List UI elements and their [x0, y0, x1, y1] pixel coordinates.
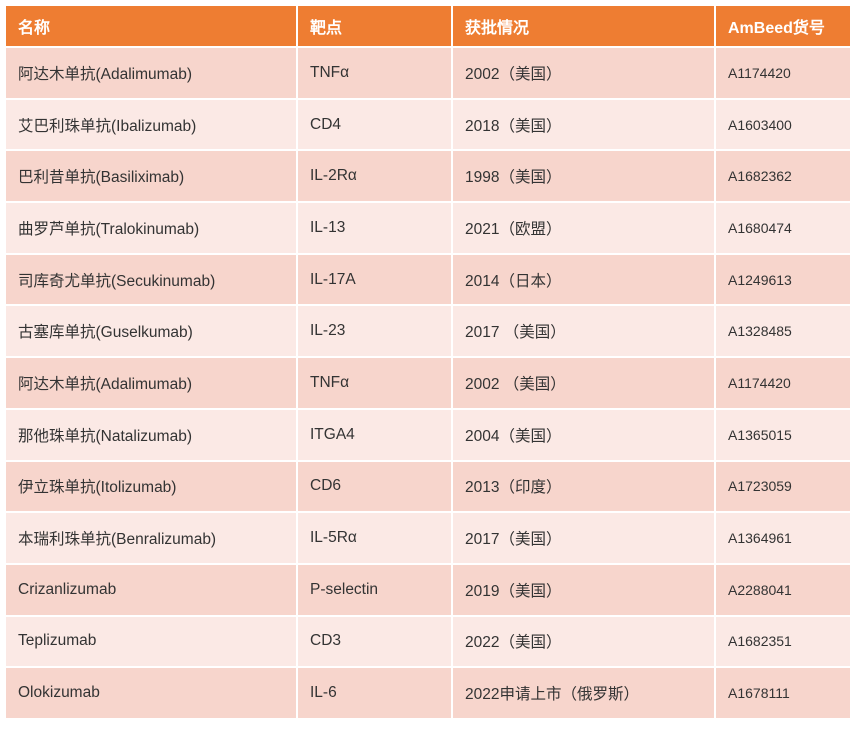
name-cell: Olokizumab — [4, 666, 298, 720]
approval-cell: 1998（美国） — [451, 149, 716, 204]
catalog-cell: A1682351 — [714, 614, 852, 669]
header-name: 名称 — [4, 4, 298, 48]
catalog-cell: A1249613 — [714, 252, 852, 307]
catalog-cell: A1678111 — [714, 666, 852, 720]
name-cell: 司库奇尤单抗(Secukinumab) — [4, 252, 298, 307]
table-row: 古塞库单抗(Guselkumab) IL-23 2017 （美国） A1328485 — [4, 304, 852, 359]
catalog-cell: A1680474 — [714, 201, 852, 255]
table-row: 那他珠单抗(Natalizumab) ITGA4 2004（美国） A1365015 — [4, 407, 852, 462]
target-cell: CD3 — [296, 614, 453, 669]
table-row: 阿达木单抗(Adalimumab) TNFα 2002（美国） A1174420 — [4, 46, 852, 100]
target-cell: IL-17A — [296, 252, 453, 307]
table-row: 本瑞利珠单抗(Benralizumab) IL-5Rα 2017（美国） A13649… — [4, 511, 852, 565]
target-cell: IL-2Rα — [296, 149, 453, 204]
catalog-cell: A1723059 — [714, 459, 852, 514]
antibody-table: 名称 靶点 获批情况 AmBeed货号 阿达木单抗(Adalimumab) TNF… — [4, 4, 852, 720]
approval-cell: 2018（美国） — [451, 97, 716, 152]
header-approval: 获批情况 — [451, 4, 716, 48]
header-target: 靶点 — [296, 4, 453, 48]
target-cell: IL-6 — [296, 666, 453, 720]
table-row: 巴利昔单抗(Basiliximab) IL-2Rα 1998（美国） A1682362 — [4, 149, 852, 204]
name-cell: 曲罗芦单抗(Tralokinumab) — [4, 201, 298, 255]
catalog-cell: A1174420 — [714, 46, 852, 100]
target-cell: ITGA4 — [296, 407, 453, 462]
target-cell: P-selectin — [296, 562, 453, 617]
approval-cell: 2022申请上市（俄罗斯） — [451, 666, 716, 720]
table-row: Teplizumab CD3 2022（美国） A1682351 — [4, 614, 852, 669]
target-cell: CD6 — [296, 459, 453, 514]
catalog-cell: A1174420 — [714, 356, 852, 410]
catalog-cell: A1365015 — [714, 407, 852, 462]
name-cell: Teplizumab — [4, 614, 298, 669]
name-cell: 古塞库单抗(Guselkumab) — [4, 304, 298, 359]
target-cell: IL-5Rα — [296, 511, 453, 565]
approval-cell: 2022（美国） — [451, 614, 716, 669]
name-cell: 阿达木单抗(Adalimumab) — [4, 356, 298, 410]
catalog-cell: A2288041 — [714, 562, 852, 617]
table-row: Crizanlizumab P-selectin 2019（美国） A2288041 — [4, 562, 852, 617]
catalog-cell: A1328485 — [714, 304, 852, 359]
table-row: 艾巴利珠单抗(Ibalizumab) CD4 2018（美国） A1603400 — [4, 97, 852, 152]
approval-cell: 2002 （美国） — [451, 356, 716, 410]
name-cell: 巴利昔单抗(Basiliximab) — [4, 149, 298, 204]
name-cell: 那他珠单抗(Natalizumab) — [4, 407, 298, 462]
target-cell: CD4 — [296, 97, 453, 152]
name-cell: Crizanlizumab — [4, 562, 298, 617]
approval-cell: 2017（美国） — [451, 511, 716, 565]
target-cell: TNFα — [296, 46, 453, 100]
target-cell: IL-13 — [296, 201, 453, 255]
table-row: 司库奇尤单抗(Secukinumab) IL-17A 2014（日本） A124961… — [4, 252, 852, 307]
catalog-cell: A1682362 — [714, 149, 852, 204]
table-row: 曲罗芦单抗(Tralokinumab) IL-13 2021（欧盟） A1680474 — [4, 201, 852, 255]
target-cell: IL-23 — [296, 304, 453, 359]
approval-cell: 2019（美国） — [451, 562, 716, 617]
table-row: 阿达木单抗(Adalimumab) TNFα 2002 （美国） A1174420 — [4, 356, 852, 410]
name-cell: 艾巴利珠单抗(Ibalizumab) — [4, 97, 298, 152]
approval-cell: 2014（日本） — [451, 252, 716, 307]
name-cell: 伊立珠单抗(Itolizumab) — [4, 459, 298, 514]
table-row: 伊立珠单抗(Itolizumab) CD6 2013（印度） A1723059 — [4, 459, 852, 514]
header-catalog: AmBeed货号 — [714, 4, 852, 48]
approval-cell: 2002（美国） — [451, 46, 716, 100]
approval-cell: 2004（美国） — [451, 407, 716, 462]
name-cell: 阿达木单抗(Adalimumab) — [4, 46, 298, 100]
approval-cell: 2013（印度） — [451, 459, 716, 514]
catalog-cell: A1364961 — [714, 511, 852, 565]
header-row: 名称 靶点 获批情况 AmBeed货号 — [4, 4, 852, 48]
table-row: Olokizumab IL-6 2022申请上市（俄罗斯） A1678111 — [4, 666, 852, 720]
target-cell: TNFα — [296, 356, 453, 410]
approval-cell: 2021（欧盟） — [451, 201, 716, 255]
catalog-cell: A1603400 — [714, 97, 852, 152]
approval-cell: 2017 （美国） — [451, 304, 716, 359]
name-cell: 本瑞利珠单抗(Benralizumab) — [4, 511, 298, 565]
